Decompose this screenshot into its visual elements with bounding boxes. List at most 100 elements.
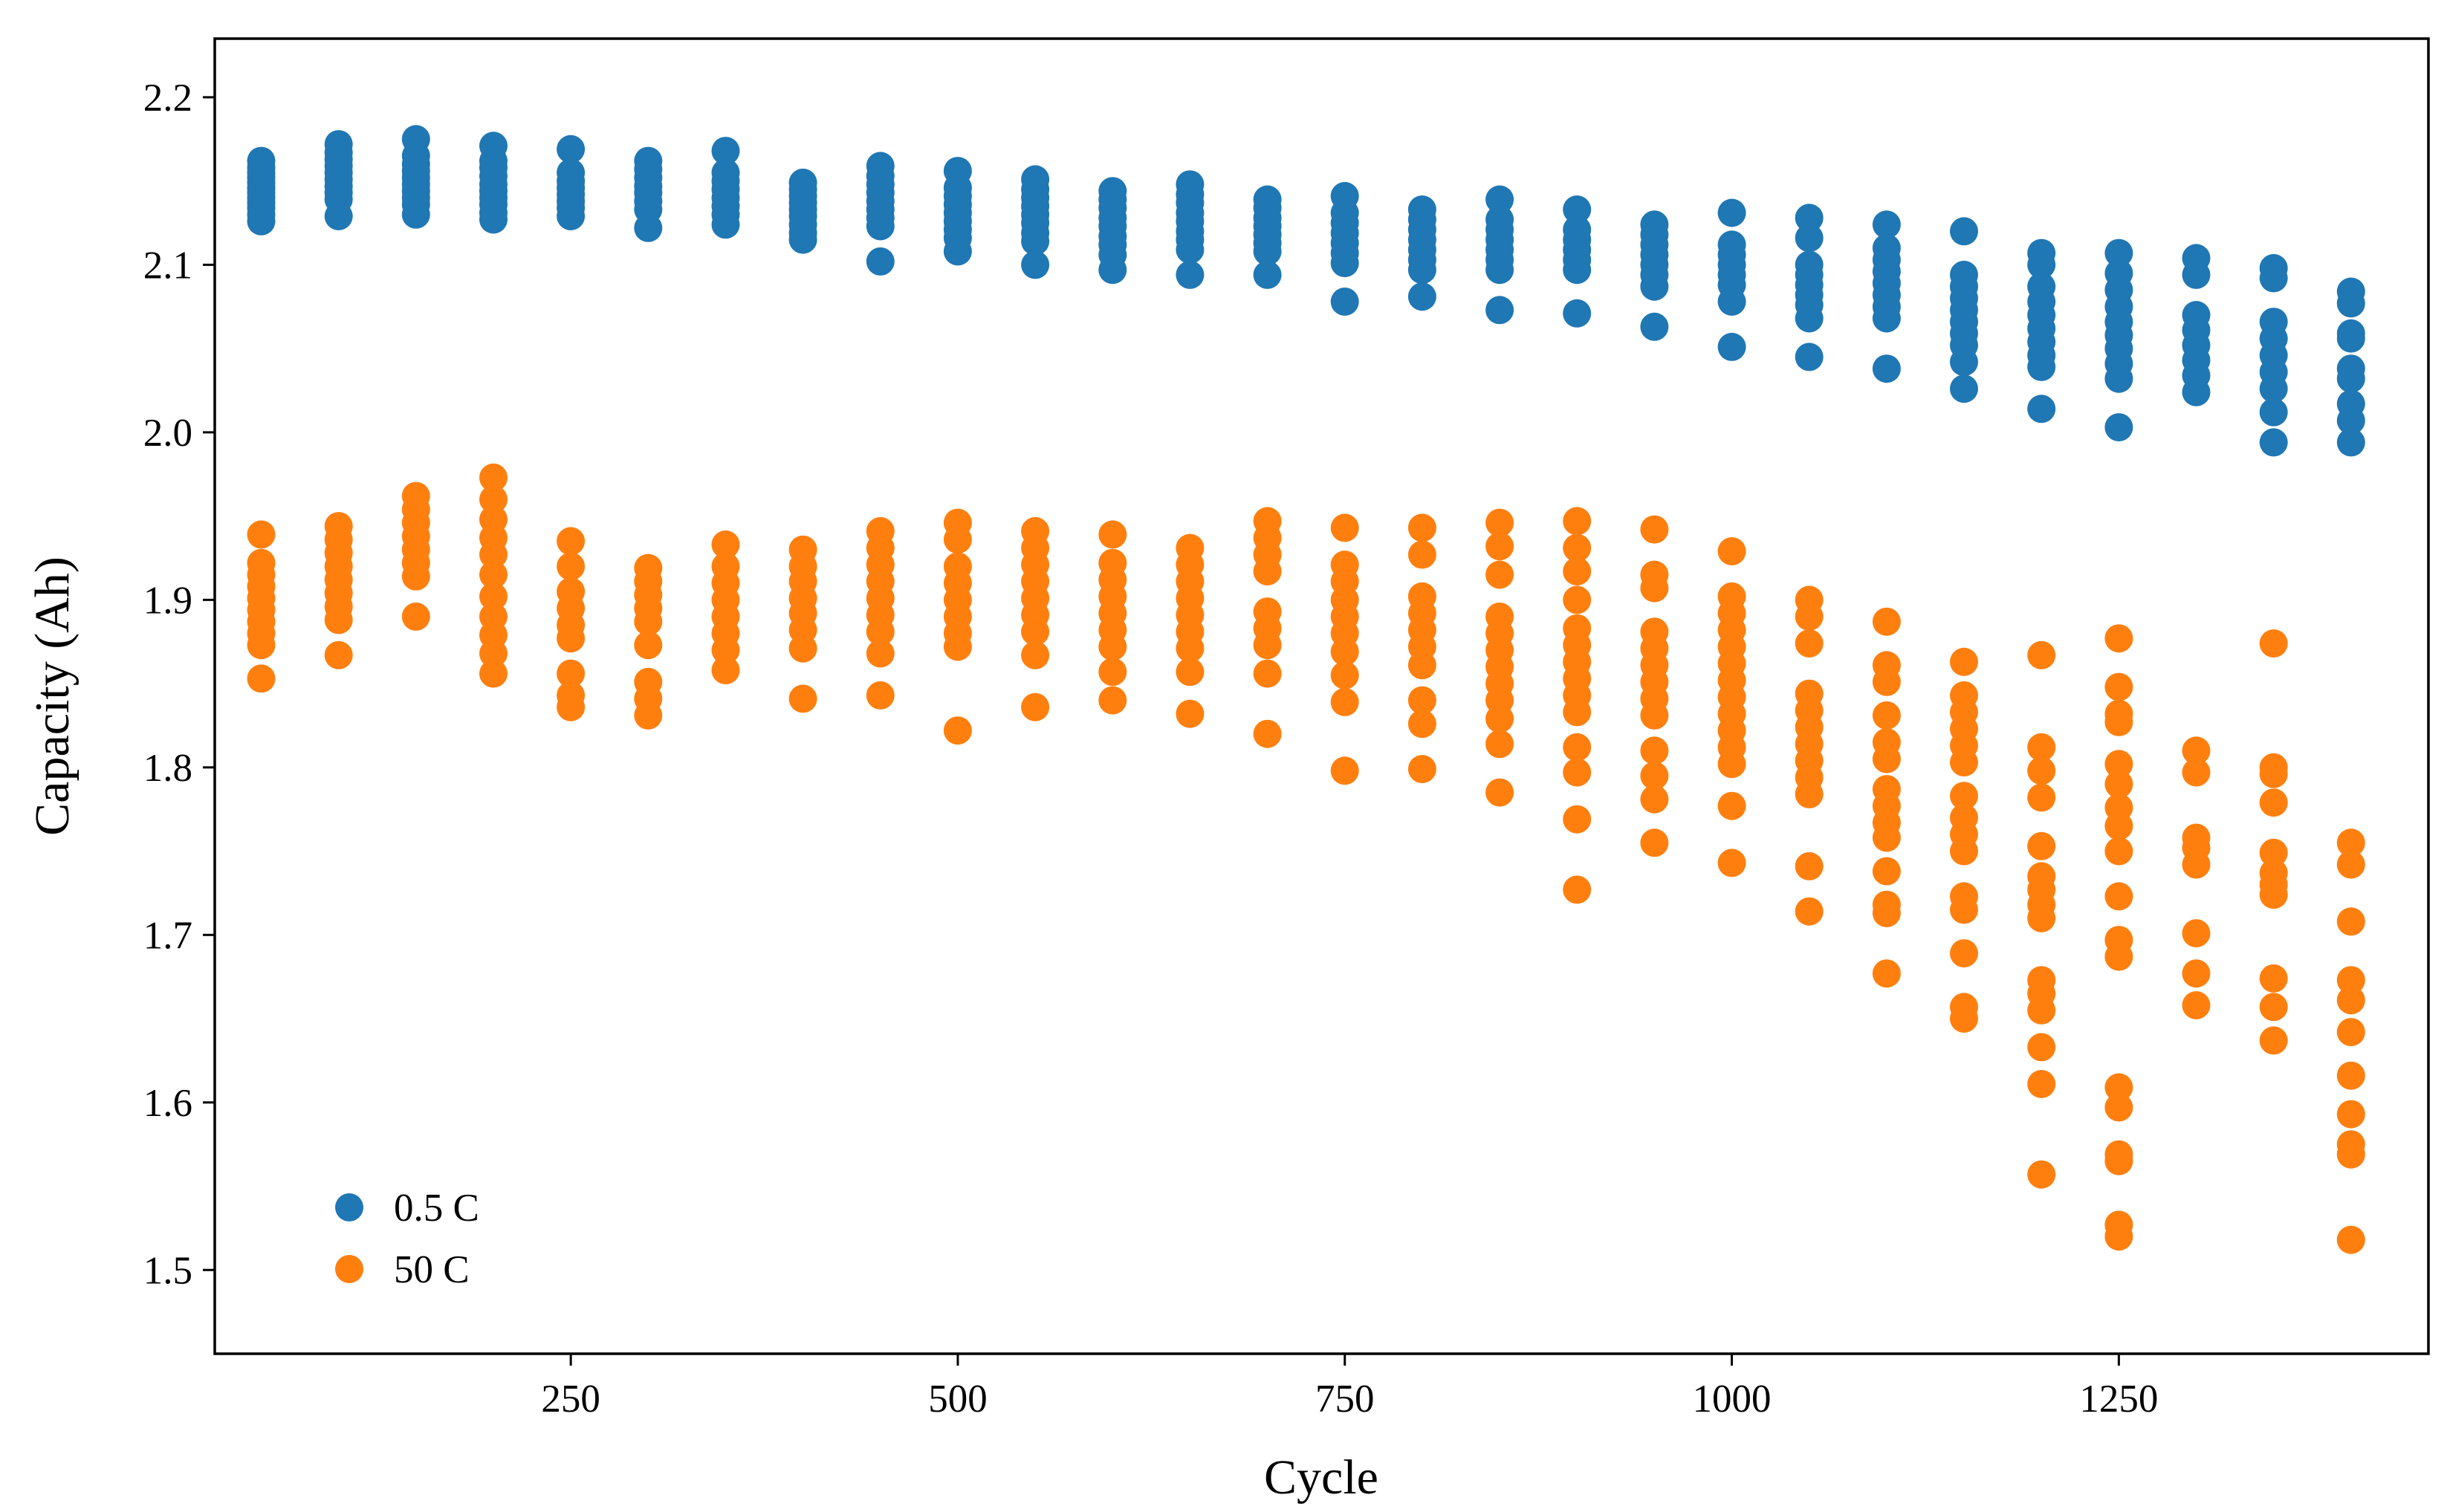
data-point	[866, 247, 895, 276]
data-point	[2182, 260, 2211, 289]
x-axis-ticks: 250 500 750 1000 1250	[541, 1354, 2158, 1421]
data-point	[634, 213, 663, 242]
data-point	[1330, 249, 1359, 278]
data-point	[1640, 828, 1669, 857]
data-point	[1563, 507, 1592, 536]
data-point	[866, 212, 895, 241]
data-point	[1717, 849, 1746, 877]
data-point	[1795, 897, 1824, 926]
data-point	[2336, 828, 2365, 857]
data-point	[788, 684, 817, 713]
data-point	[2336, 850, 2365, 879]
data-point	[634, 607, 663, 636]
data-point	[1795, 343, 1824, 371]
data-point	[1098, 520, 1127, 549]
data-point	[2104, 1222, 2133, 1251]
data-point	[2027, 1033, 2056, 1062]
data-point	[1253, 237, 1282, 266]
data-point	[2027, 395, 2056, 424]
data-point	[1098, 256, 1127, 285]
x-tick-label: 500	[928, 1378, 988, 1421]
data-point	[1640, 312, 1669, 341]
data-point	[1950, 939, 1978, 968]
data-point	[1950, 374, 1978, 403]
x-tick-label: 1000	[1693, 1378, 1772, 1421]
data-point	[2027, 996, 2056, 1025]
data-point	[1485, 296, 1514, 325]
data-point	[2104, 672, 2133, 701]
data-point	[557, 527, 586, 556]
data-point	[711, 530, 740, 559]
data-point	[1717, 198, 1746, 227]
data-point	[1176, 260, 1205, 289]
data-point	[1950, 782, 1978, 811]
data-point	[2027, 640, 2056, 669]
data-point	[1872, 210, 1901, 239]
data-point	[1563, 698, 1592, 727]
data-point	[2182, 850, 2211, 879]
data-point	[2027, 352, 2056, 381]
data-point	[2259, 428, 2288, 457]
data-point	[401, 602, 430, 631]
data-point	[1021, 692, 1050, 721]
data-point	[1872, 959, 1901, 988]
data-point	[479, 582, 508, 611]
data-point	[1640, 574, 1669, 603]
data-point	[711, 656, 740, 685]
data-point	[1717, 332, 1746, 361]
data-point	[1640, 515, 1669, 544]
data-point	[1407, 651, 1436, 680]
data-point	[2336, 428, 2365, 457]
data-point	[1563, 533, 1592, 562]
data-point	[788, 225, 817, 254]
data-point	[634, 631, 663, 660]
data-point	[1407, 755, 1436, 784]
data-point	[2259, 993, 2288, 1022]
data-point	[1253, 557, 1282, 585]
data-point	[479, 659, 508, 688]
data-point	[2336, 986, 2365, 1015]
data-point	[2104, 770, 2133, 799]
data-point	[247, 631, 276, 660]
data-point	[2182, 758, 2211, 787]
data-point	[711, 137, 740, 166]
data-point	[2027, 1070, 2056, 1098]
data-point	[634, 701, 663, 730]
data-point	[1717, 288, 1746, 316]
x-tick-label: 250	[541, 1378, 600, 1421]
data-point	[2104, 707, 2133, 736]
data-point	[1253, 631, 1282, 660]
data-point	[1717, 791, 1746, 820]
data-point	[1640, 762, 1669, 791]
data-point	[943, 632, 972, 661]
data-point	[2336, 324, 2365, 353]
data-point	[943, 237, 972, 266]
data-point	[401, 200, 430, 229]
series-50c	[247, 463, 2365, 1254]
data-point	[1021, 250, 1050, 279]
data-point	[1407, 282, 1436, 311]
y-tick-label: 2.1	[143, 244, 192, 287]
data-point	[1485, 508, 1514, 537]
data-point	[401, 562, 430, 591]
data-points	[247, 125, 2365, 1254]
data-point	[324, 606, 353, 635]
data-point	[1640, 701, 1669, 730]
data-point	[479, 540, 508, 569]
data-point	[2336, 364, 2365, 393]
legend: 0.5 C 50 C	[335, 1187, 479, 1291]
y-tick-label: 2.0	[143, 412, 192, 455]
data-point	[1563, 299, 1592, 328]
data-point	[2182, 736, 2211, 765]
data-point	[1872, 701, 1901, 730]
x-axis-label: Cycle	[1264, 1450, 1378, 1505]
y-tick-label: 1.6	[143, 1082, 192, 1125]
y-axis-ticks: 1.5 1.6 1.7 1.8 1.9 2.0 2.1 2.2	[143, 77, 215, 1292]
data-point	[2027, 831, 2056, 860]
data-point	[2104, 1093, 2133, 1122]
data-point	[557, 134, 586, 163]
data-point	[2104, 364, 2133, 393]
data-point	[1640, 785, 1669, 814]
data-point	[1795, 602, 1824, 631]
